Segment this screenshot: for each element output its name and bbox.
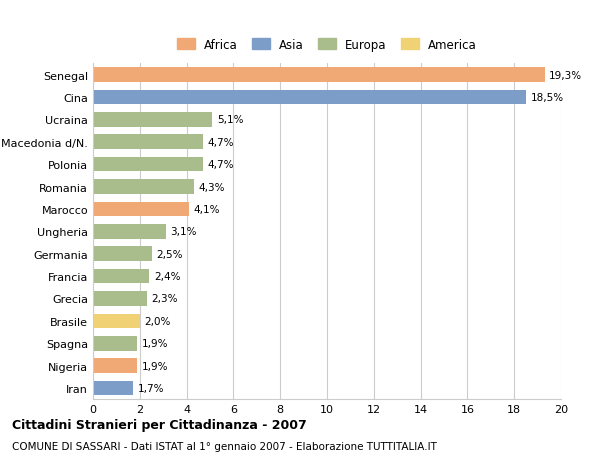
Text: 3,1%: 3,1% xyxy=(170,227,197,237)
Text: 5,1%: 5,1% xyxy=(217,115,244,125)
Bar xyxy=(93,68,545,83)
Text: 2,5%: 2,5% xyxy=(156,249,182,259)
Text: 1,9%: 1,9% xyxy=(142,361,169,371)
Bar xyxy=(93,336,137,351)
Bar xyxy=(93,135,203,150)
Text: 4,7%: 4,7% xyxy=(208,160,234,170)
Text: 2,4%: 2,4% xyxy=(154,271,181,281)
Text: 1,9%: 1,9% xyxy=(142,338,169,348)
Bar xyxy=(93,269,149,284)
Bar xyxy=(93,314,140,328)
Bar xyxy=(93,381,133,395)
Bar xyxy=(93,358,137,373)
Text: 4,3%: 4,3% xyxy=(198,182,225,192)
Text: Cittadini Stranieri per Cittadinanza - 2007: Cittadini Stranieri per Cittadinanza - 2… xyxy=(12,418,307,431)
Text: COMUNE DI SASSARI - Dati ISTAT al 1° gennaio 2007 - Elaborazione TUTTITALIA.IT: COMUNE DI SASSARI - Dati ISTAT al 1° gen… xyxy=(12,441,437,451)
Text: 19,3%: 19,3% xyxy=(550,70,583,80)
Text: 4,1%: 4,1% xyxy=(194,204,220,214)
Text: 4,7%: 4,7% xyxy=(208,137,234,147)
Text: 2,3%: 2,3% xyxy=(151,294,178,304)
Bar xyxy=(93,180,194,194)
Bar xyxy=(93,202,189,217)
Text: 2,0%: 2,0% xyxy=(145,316,171,326)
Bar xyxy=(93,113,212,127)
Bar xyxy=(93,157,203,172)
Bar xyxy=(93,247,151,261)
Legend: Africa, Asia, Europa, America: Africa, Asia, Europa, America xyxy=(173,35,481,55)
Text: 1,7%: 1,7% xyxy=(137,383,164,393)
Bar xyxy=(93,291,147,306)
Text: 18,5%: 18,5% xyxy=(530,93,564,103)
Bar xyxy=(93,90,526,105)
Bar xyxy=(93,224,166,239)
